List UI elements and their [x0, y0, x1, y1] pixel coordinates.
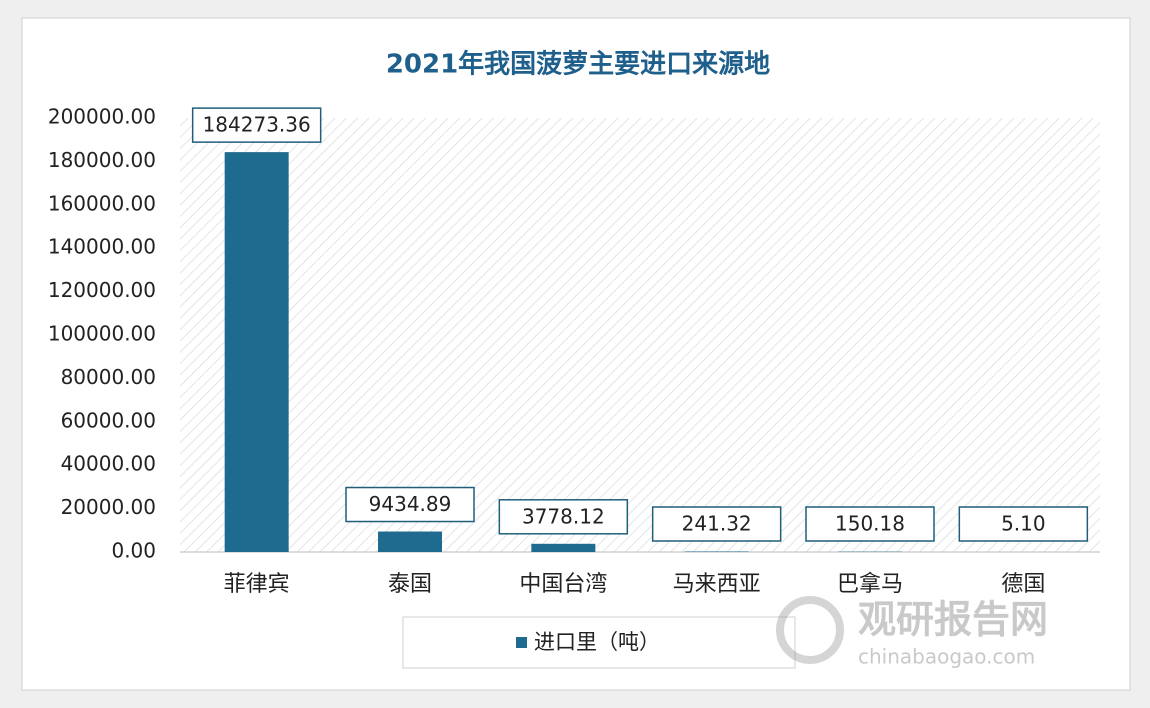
data-label-box: [805, 506, 935, 542]
x-tick-label: 巴拿马: [837, 571, 903, 597]
legend-box: [402, 616, 796, 669]
data-label-box: [651, 506, 782, 542]
legend-swatch: [516, 637, 527, 648]
watermark-logo: [776, 596, 844, 664]
watermark: 观研报告网 chinabaogao.com: [776, 596, 1048, 669]
y-tick-label: 40000.00: [61, 452, 156, 476]
bar: [378, 531, 442, 552]
y-tick-label: 160000.00: [48, 191, 156, 215]
y-tick-label: 20000.00: [61, 495, 156, 519]
y-tick-label: 80000.00: [61, 365, 156, 389]
watermark-name: 观研报告网: [858, 598, 1048, 642]
data-label: 5.10: [1001, 512, 1046, 536]
data-label: 150.18: [835, 512, 905, 536]
data-label: 184273.36: [203, 113, 311, 137]
y-tick-label: 100000.00: [48, 322, 156, 346]
data-label-box: [958, 506, 1089, 542]
x-tick-label: 泰国: [388, 572, 432, 597]
bar: [684, 551, 749, 552]
y-tick-label: 60000.00: [61, 408, 156, 432]
legend-label: 进口里（吨）: [534, 630, 660, 654]
chart-title: 2021年我国菠萝主要进口来源地: [386, 49, 770, 80]
data-label: 241.32: [682, 512, 752, 536]
data-label: 9434.89: [369, 492, 452, 516]
data-label-box: [345, 486, 475, 523]
data-label-box: [498, 499, 629, 535]
x-tick-label: 中国台湾: [519, 572, 607, 597]
x-tick-label: 菲律宾: [224, 572, 290, 597]
y-tick-label: 140000.00: [48, 235, 156, 259]
y-tick-label: 120000.00: [48, 278, 156, 302]
y-tick-label: 180000.00: [48, 148, 156, 172]
y-tick-label: 200000.00: [48, 105, 156, 129]
watermark-url: chinabaogao.com: [858, 645, 1035, 669]
data-label-box: [191, 107, 322, 143]
x-tick-label: 德国: [1001, 572, 1045, 597]
bar: [224, 152, 289, 552]
data-label: 3778.12: [522, 504, 605, 528]
y-tick-label: 0.00: [111, 539, 156, 563]
x-tick-label: 马来西亚: [673, 572, 761, 597]
bar: [531, 543, 596, 552]
plot-area: [180, 118, 1100, 552]
